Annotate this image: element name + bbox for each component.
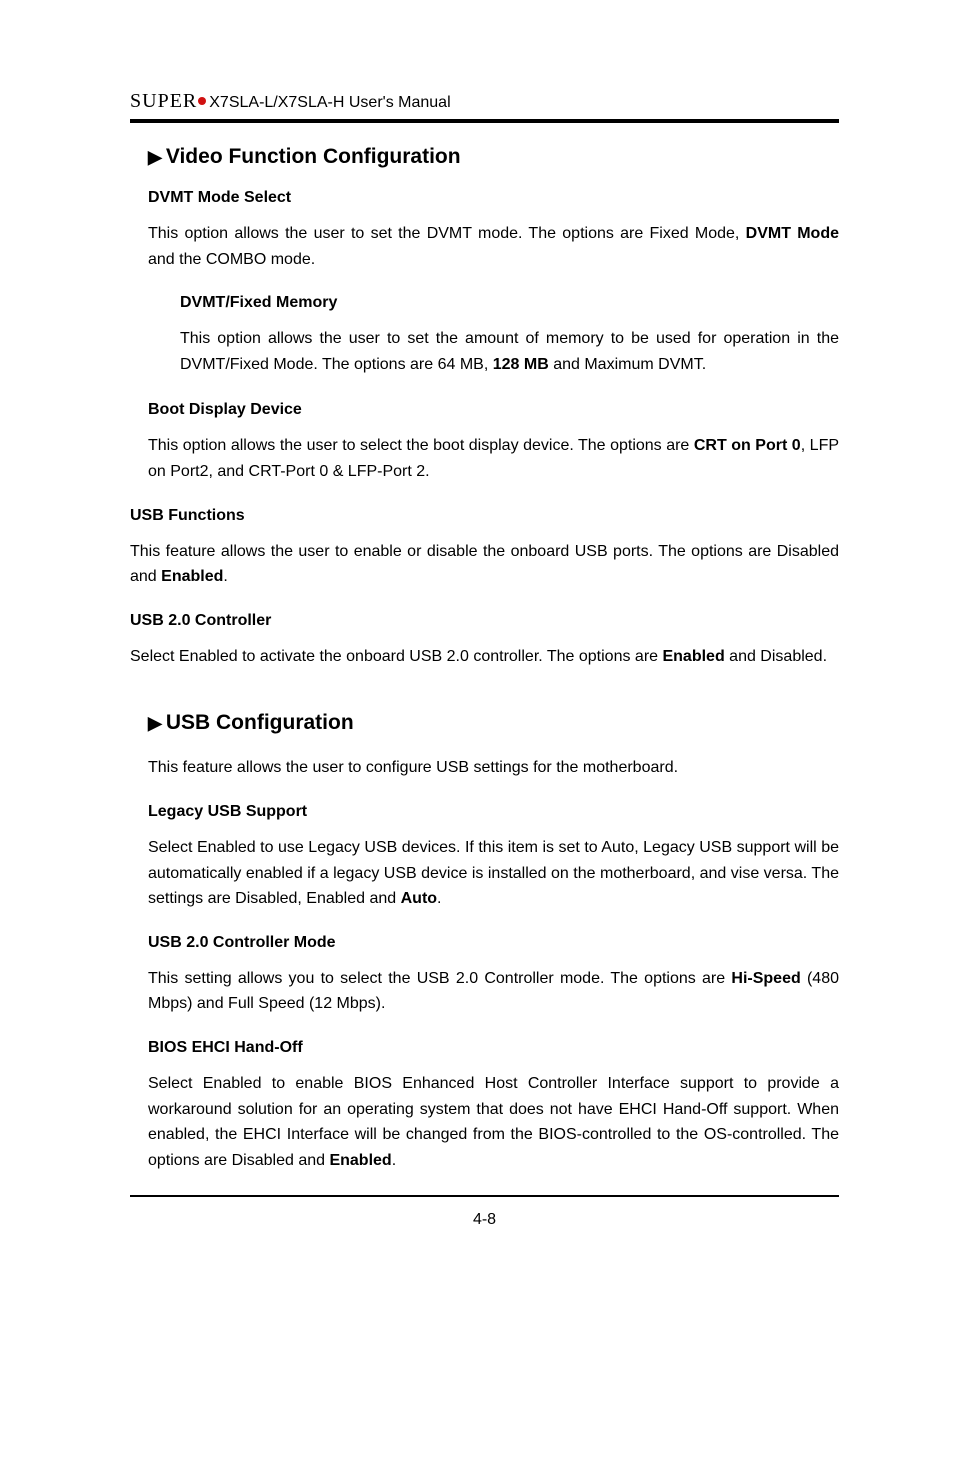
footer-rule: [130, 1195, 839, 1197]
bold-option: Hi-Speed: [731, 970, 800, 987]
section-usb-config: ▶USB Configuration: [148, 711, 839, 735]
red-dot-icon: [198, 97, 206, 105]
section-title-text: USB Configuration: [166, 711, 354, 735]
logo-s: S: [130, 90, 142, 112]
para-usb20-mode: This setting allows you to select the US…: [148, 966, 839, 1017]
header-rule: [130, 119, 839, 123]
text: and the COMBO mode.: [148, 251, 315, 268]
bold-option: CRT on Port 0: [694, 437, 801, 454]
para-usb-config-intro: This feature allows the user to configur…: [148, 755, 839, 781]
text: .: [437, 890, 441, 907]
text: This option allows the user to set the D…: [148, 225, 746, 242]
text: and Maximum DVMT.: [549, 356, 706, 373]
manual-title: X7SLA-L/X7SLA-H User's Manual: [209, 94, 450, 112]
bold-option: Auto: [401, 890, 437, 907]
heading-dvmt-fixed: DVMT/Fixed Memory: [180, 294, 839, 312]
para-bios-ehci: Select Enabled to enable BIOS Enhanced H…: [148, 1071, 839, 1173]
triangle-icon: ▶: [148, 713, 162, 734]
brand-logo: SUPER: [130, 90, 207, 113]
bold-option: Enabled: [161, 568, 223, 585]
text: .: [223, 568, 227, 585]
page-header: SUPER X7SLA-L/X7SLA-H User's Manual: [130, 90, 839, 113]
para-usb20-controller: Select Enabled to activate the onboard U…: [130, 644, 839, 670]
heading-dvmt-mode: DVMT Mode Select: [148, 189, 839, 207]
bold-option: 128 MB: [493, 356, 549, 373]
page-container: SUPER X7SLA-L/X7SLA-H User's Manual ▶Vid…: [0, 0, 954, 1289]
heading-boot-display: Boot Display Device: [148, 401, 839, 419]
bold-option: Enabled: [329, 1152, 391, 1169]
text: .: [392, 1152, 396, 1169]
text: This option allows the user to select th…: [148, 437, 694, 454]
bold-option: Enabled: [662, 648, 724, 665]
triangle-icon: ▶: [148, 147, 162, 168]
text: Select Enabled to use Legacy USB devices…: [148, 839, 839, 907]
section-video-config: ▶Video Function Configuration: [148, 145, 839, 169]
para-usb-functions: This feature allows the user to enable o…: [130, 539, 839, 590]
para-boot-display: This option allows the user to select th…: [148, 433, 839, 484]
heading-usb20-mode: USB 2.0 Controller Mode: [148, 934, 839, 952]
heading-usb-functions: USB Functions: [130, 507, 839, 525]
text: Select Enabled to activate the onboard U…: [130, 648, 662, 665]
section-title-text: Video Function Configuration: [166, 145, 461, 169]
para-dvmt-mode: This option allows the user to set the D…: [148, 221, 839, 272]
heading-bios-ehci: BIOS EHCI Hand-Off: [148, 1039, 839, 1057]
heading-usb20-controller: USB 2.0 Controller: [130, 612, 839, 630]
para-legacy-usb: Select Enabled to use Legacy USB devices…: [148, 835, 839, 912]
para-dvmt-fixed: This option allows the user to set the a…: [180, 326, 839, 377]
text: This feature allows the user to enable o…: [130, 543, 839, 586]
logo-rest: UPER: [142, 90, 197, 112]
text: Select Enabled to enable BIOS Enhanced H…: [148, 1075, 839, 1169]
heading-legacy-usb: Legacy USB Support: [148, 803, 839, 821]
page-number: 4-8: [130, 1211, 839, 1229]
text: This setting allows you to select the US…: [148, 970, 731, 987]
text: and Disabled.: [725, 648, 827, 665]
spacer: [130, 691, 839, 711]
bold-option: DVMT Mode: [746, 225, 839, 242]
